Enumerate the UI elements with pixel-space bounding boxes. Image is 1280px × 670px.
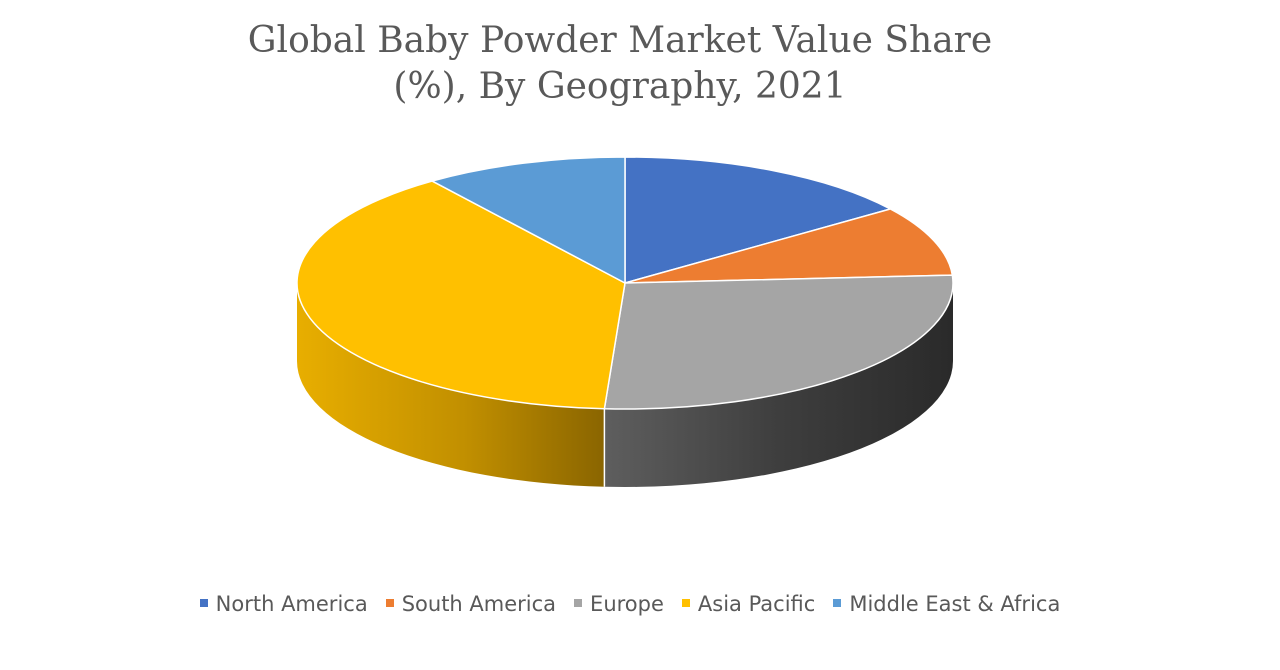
pie-slice-north-america [624, 156, 892, 284]
legend-label: South America [401, 592, 557, 616]
chart-title-line-1: Global Baby Powder Market Value Share [247, 20, 993, 61]
chart-title: Global Baby Powder Market Value Share (%… [0, 18, 1240, 110]
pie-side-europe [604, 283, 953, 487]
pie-slice-europe [603, 274, 954, 410]
legend-swatch [574, 599, 583, 607]
legend-item-europe: Europe [574, 592, 664, 616]
pie-top-faces [296, 156, 954, 410]
legend-item-middle-east-africa: Middle East & Africa [833, 592, 1060, 616]
pie-side-asia-pacific [297, 283, 605, 487]
legend-label: North America [215, 592, 368, 616]
chart-title-line-2: (%), By Geography, 2021 [393, 66, 847, 107]
legend-swatch [681, 599, 690, 607]
legend-label: Middle East & Africa [849, 592, 1061, 616]
legend-swatch [833, 599, 842, 607]
pie-slice-south-america [624, 208, 954, 284]
legend-item-north-america: North America [199, 592, 368, 616]
legend-label: Europe [590, 592, 664, 616]
legend-swatch [199, 599, 208, 607]
legend-swatch [385, 599, 394, 607]
legend: North America South America Europe Asia Pac… [0, 592, 1260, 616]
pie-side-walls [297, 283, 953, 487]
legend-item-south-america: South America [385, 592, 557, 616]
pie-slice-asia-pacific [296, 180, 626, 410]
legend-label: Asia Pacific [697, 592, 816, 616]
pie-slice-middle-east-africa [431, 156, 626, 284]
legend-item-asia-pacific: Asia Pacific [681, 592, 816, 616]
